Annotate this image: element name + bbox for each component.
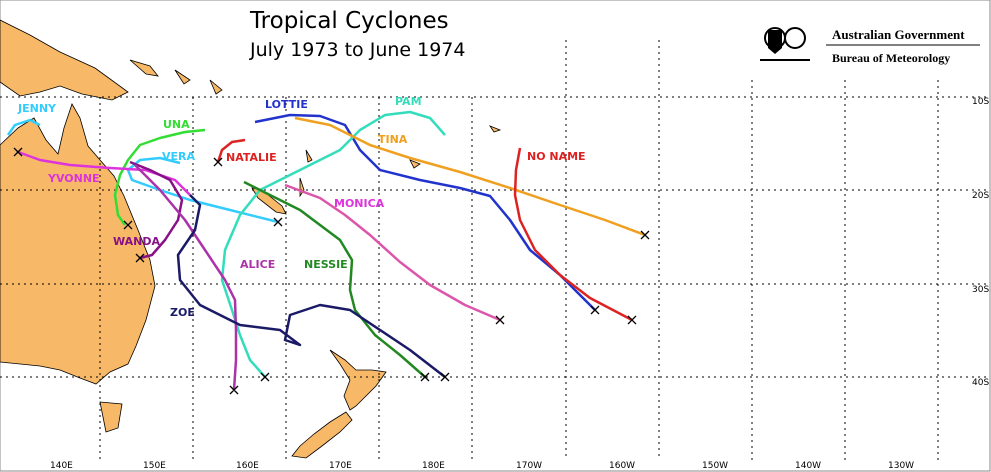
cyclone-name: JENNY xyxy=(17,102,57,115)
cyclone-name: YVONNE xyxy=(47,172,100,185)
longitude-label: 160E xyxy=(236,461,259,471)
map-subtitle: July 1973 to June 1974 xyxy=(249,39,466,61)
cyclone-name: MONICA xyxy=(334,197,385,210)
cyclone-name: ZOE xyxy=(170,306,195,319)
cyclone-name: WANDA xyxy=(113,235,160,248)
cyclone-name: NESSIE xyxy=(304,258,348,271)
cyclone-name: NATALIE xyxy=(226,151,277,164)
cyclone-name: ALICE xyxy=(240,258,275,271)
agency-bureau: Bureau of Meteorology xyxy=(832,51,950,65)
cyclone-name: VERA xyxy=(162,150,195,163)
longitude-label: 180E xyxy=(422,461,445,471)
latitude-label: 30S xyxy=(972,285,989,295)
cyclone-name: TINA xyxy=(378,133,408,146)
longitude-labels: 140E 150E 160E 170E 180E 170W 160W 150W … xyxy=(50,461,914,471)
cyclone-labels: JENNY UNA VERA NATALIE LOTTIE PAM TINA N… xyxy=(17,95,586,319)
cyclone-name: LOTTIE xyxy=(265,98,308,111)
end-points xyxy=(13,147,650,395)
longitude-label: 170E xyxy=(329,461,352,471)
land xyxy=(0,19,502,459)
longitude-label: 130W xyxy=(888,461,914,471)
agency-government: Australian Government xyxy=(832,27,965,42)
latitude-label: 20S xyxy=(972,191,989,201)
latitude-label: 10S xyxy=(972,97,989,107)
agency-logo: Australian Government Bureau of Meteorol… xyxy=(752,12,984,72)
latitude-label: 40S xyxy=(972,378,989,388)
map-title: Tropical Cyclones xyxy=(249,8,449,34)
longitude-label: 150E xyxy=(143,461,166,471)
latitude-labels: 10S 20S 30S 40S xyxy=(972,97,989,388)
grid xyxy=(0,40,990,460)
longitude-label: 170W xyxy=(516,461,542,471)
tracks xyxy=(6,110,646,391)
longitude-label: 140W xyxy=(795,461,821,471)
longitude-label: 140E xyxy=(50,461,73,471)
longitude-label: 160W xyxy=(609,461,635,471)
cyclone-name: NO NAME xyxy=(527,150,586,163)
cyclone-name: UNA xyxy=(163,118,190,131)
cyclone-name: PAM xyxy=(395,95,422,108)
longitude-label: 150W xyxy=(702,461,728,471)
